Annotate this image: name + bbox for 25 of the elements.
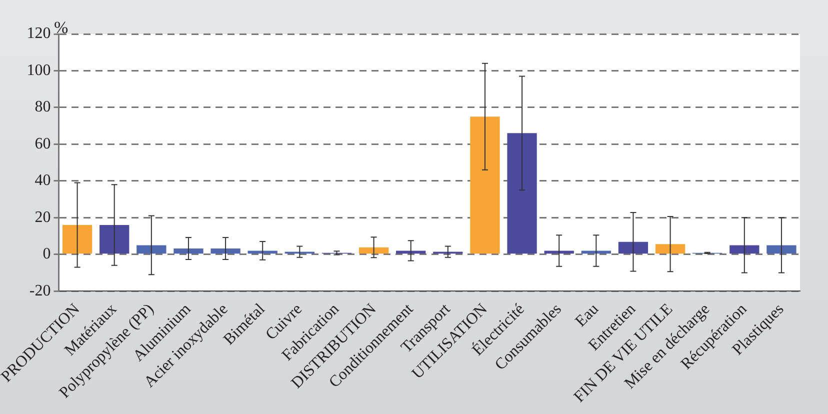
bar <box>396 250 426 254</box>
bar <box>581 250 611 254</box>
bar <box>507 133 537 254</box>
bar <box>544 250 574 254</box>
bar <box>655 244 686 254</box>
bar <box>210 248 240 254</box>
bar <box>248 250 278 254</box>
y-tick-label: -20 <box>29 282 51 300</box>
bar <box>618 242 648 254</box>
y-tick-label: 40 <box>34 172 51 190</box>
bar <box>174 248 204 254</box>
bar <box>730 245 760 254</box>
bar <box>62 224 92 254</box>
y-tick-label: 120 <box>26 25 51 42</box>
bar <box>136 245 166 254</box>
bar <box>470 116 500 254</box>
y-tick-label: 80 <box>34 98 51 116</box>
y-tick-label: 60 <box>34 135 51 152</box>
y-tick-label: 0 <box>42 246 51 263</box>
bar <box>766 245 796 254</box>
y-tick-label: 100 <box>26 62 51 79</box>
y-tick-label: 20 <box>34 208 51 226</box>
y-axis-title: % <box>54 18 68 38</box>
bar <box>100 224 130 254</box>
bar <box>358 247 389 254</box>
